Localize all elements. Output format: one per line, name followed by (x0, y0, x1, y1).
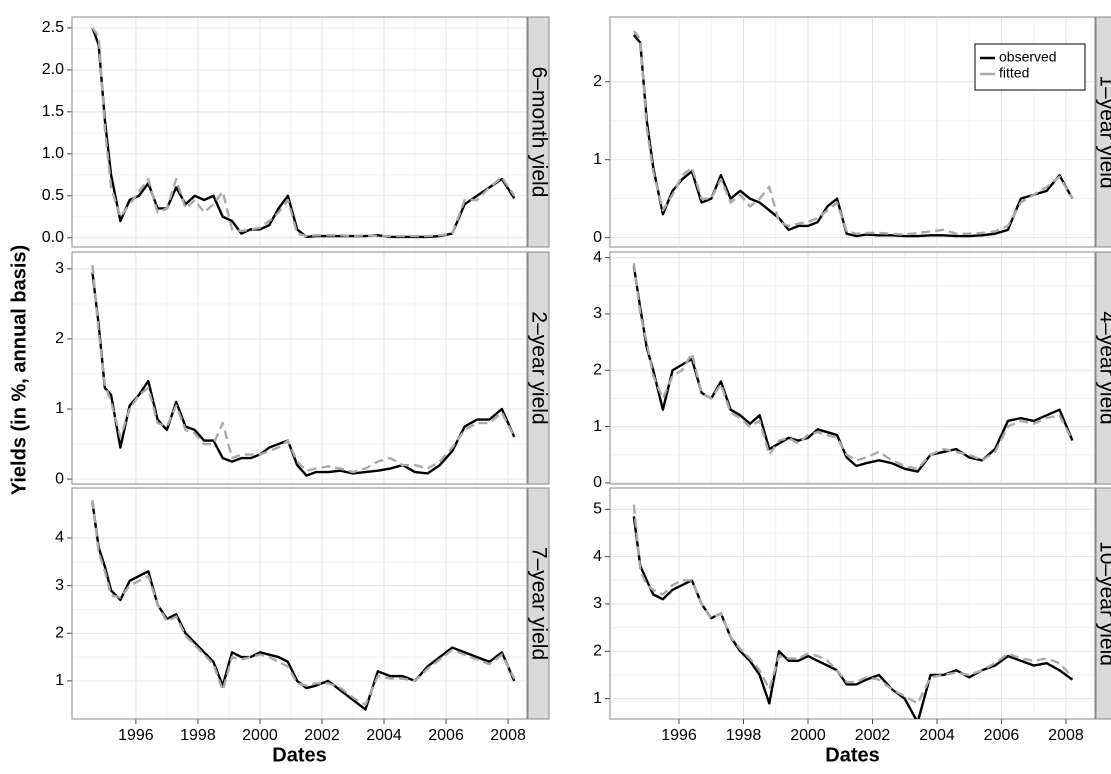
panel-border (609, 487, 1096, 720)
strip-label: 4–year yield (1095, 311, 1111, 424)
x-axis-title: Dates (825, 744, 879, 766)
y-tick-label: 4 (593, 249, 602, 266)
y-tick-label: 3 (55, 260, 64, 277)
y-tick-label: 0 (593, 474, 602, 491)
strip (1095, 487, 1111, 720)
strip (527, 251, 550, 485)
x-tick-label: 2002 (855, 727, 891, 744)
strip-label: 6–month yield (527, 67, 550, 198)
series-line (632, 504, 1074, 705)
x-tick-label: 1998 (180, 727, 216, 744)
x-tick-label: 2006 (428, 727, 464, 744)
y-tick-label: 0.5 (42, 187, 64, 204)
y-tick-label: 1.5 (42, 103, 64, 120)
y-tick-label: 1 (55, 672, 64, 689)
series-line (91, 502, 516, 711)
x-tick-label: 2000 (242, 727, 278, 744)
panel-border (71, 16, 528, 248)
panel-background (72, 252, 527, 484)
x-tick-label: 2008 (1048, 727, 1084, 744)
x-tick-label: 2004 (919, 727, 955, 744)
series-line (91, 265, 516, 474)
panel-background (610, 252, 1095, 484)
strip-label: 10–year yield (1095, 541, 1111, 666)
x-tick-label: 1998 (726, 727, 762, 744)
panel-border (609, 16, 1096, 248)
y-tick-label: 1 (593, 418, 602, 435)
x-tick-label: 2006 (984, 727, 1020, 744)
series-line (632, 263, 1074, 470)
strip-label: 1–year yield (1095, 75, 1111, 188)
strip (1095, 251, 1111, 485)
y-tick-label: 2.0 (42, 61, 64, 78)
strip-label: 7–year yield (527, 547, 550, 660)
y-tick-label: 2 (55, 330, 64, 347)
y-tick-label: 4 (593, 548, 602, 565)
x-tick-label: 2008 (490, 727, 526, 744)
y-tick-label: 2.5 (42, 19, 64, 36)
panel-background (72, 17, 527, 247)
strip (527, 16, 550, 248)
panel-border (609, 251, 1096, 485)
legend-label: fitted (999, 65, 1029, 81)
series-line (91, 499, 516, 706)
y-tick-label: 1 (593, 151, 602, 168)
y-axis-title: Yields (in %, annual basis) (8, 245, 30, 495)
y-tick-label: 1.0 (42, 145, 64, 162)
x-tick-label: 2004 (366, 727, 402, 744)
legend-label: observed (999, 49, 1057, 65)
y-tick-label: 3 (593, 595, 602, 612)
x-tick-label: 2000 (790, 727, 826, 744)
series-line (91, 272, 516, 477)
y-tick-label: 5 (593, 501, 602, 518)
x-tick-label: 1996 (118, 727, 154, 744)
y-tick-label: 0.0 (42, 229, 64, 246)
y-tick-label: 2 (593, 643, 602, 660)
series-line (91, 27, 516, 238)
y-tick-label: 1 (593, 690, 602, 707)
series-line (632, 30, 1074, 236)
legend-box (974, 43, 1086, 91)
strip (527, 487, 550, 720)
y-tick-label: 3 (593, 305, 602, 322)
y-tick-label: 2 (55, 624, 64, 641)
y-tick-label: 1 (55, 400, 64, 417)
x-tick-label: 2002 (304, 727, 340, 744)
panel-border (71, 251, 528, 485)
y-tick-label: 3 (55, 577, 64, 594)
x-axis-title: Dates (272, 744, 326, 766)
y-tick-label: 0 (55, 470, 64, 487)
y-tick-label: 2 (593, 73, 602, 90)
y-tick-label: 0 (593, 229, 602, 246)
strip (1095, 16, 1111, 248)
panel-border (71, 487, 528, 720)
y-tick-label: 2 (593, 361, 602, 378)
x-tick-label: 1996 (661, 727, 697, 744)
strip-label: 2–year yield (527, 311, 550, 424)
y-tick-label: 4 (55, 529, 64, 546)
